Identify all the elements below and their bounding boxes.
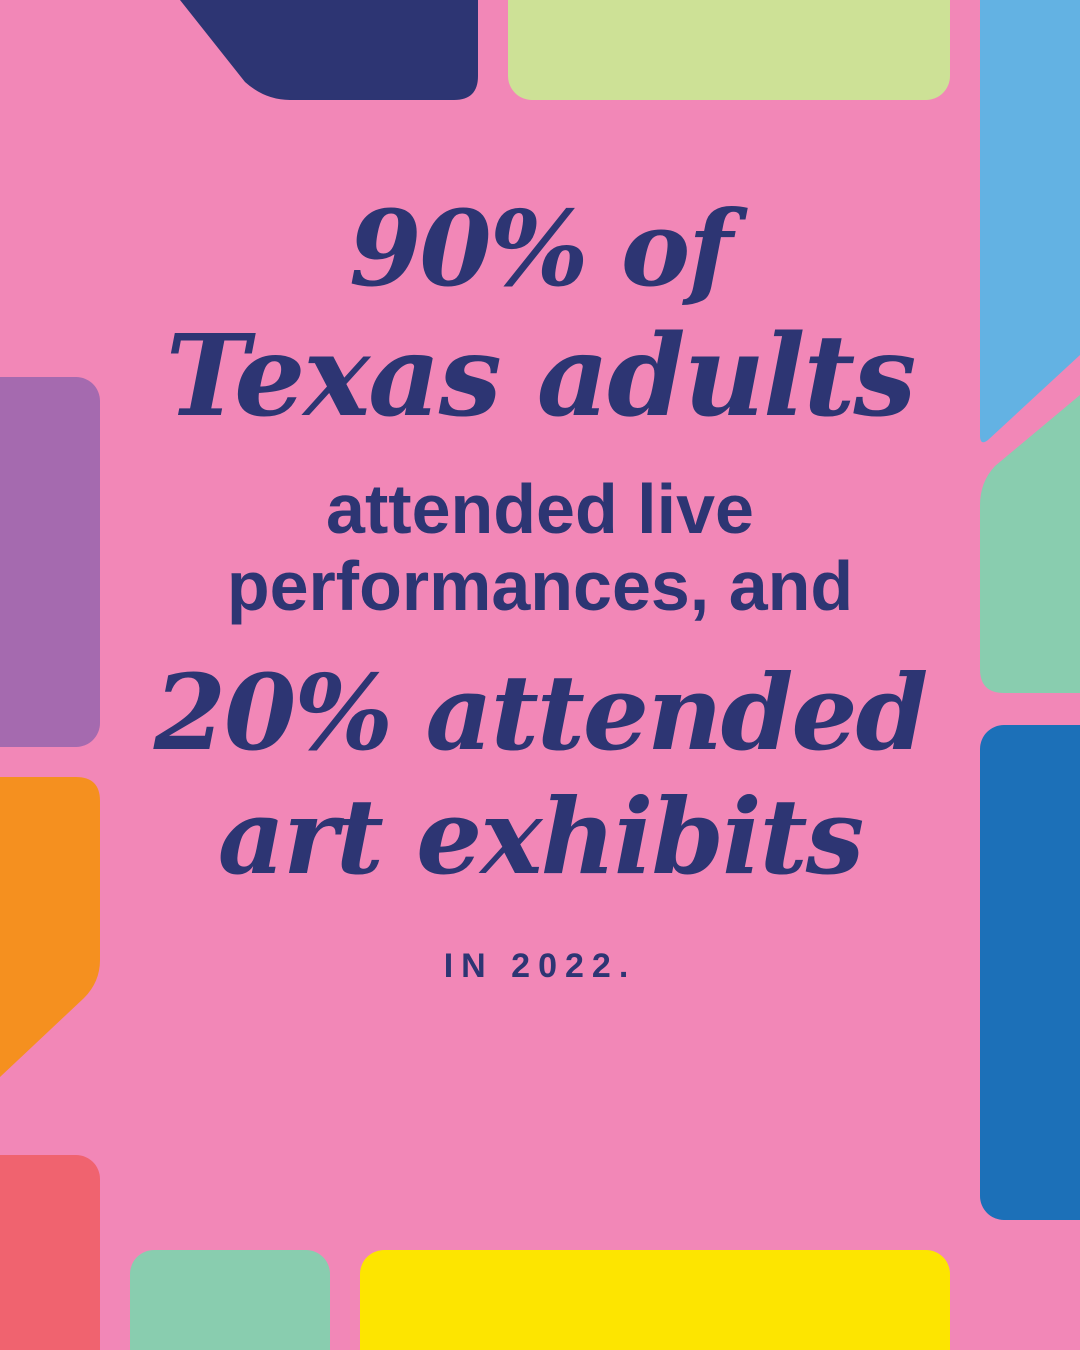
headline-line-5: 20% attended [153,651,929,774]
headline-line-1: 90% of [349,187,733,310]
royal-blue-block-right [980,725,1080,1220]
yellow-block-bottom [360,1250,950,1350]
year-caption: IN 2022. [443,947,637,985]
headline-line-2: Texas adults [165,311,917,442]
coral-block-left [0,1155,100,1350]
headline-line-6: art exhibits [217,775,865,898]
headline-block: 90% of Texas adults attended live perfor… [150,185,930,1020]
headline-line-3: attended live [326,470,754,548]
mint-block-right [980,395,1080,693]
purple-block-left [0,377,100,747]
orange-block-left [0,777,100,1077]
lime-block-top [508,0,950,100]
sky-blue-block-right [980,0,1080,443]
navy-block-top [180,0,478,100]
headline-line-4: performances, and [226,547,854,625]
mint-block-bottom [130,1250,330,1350]
